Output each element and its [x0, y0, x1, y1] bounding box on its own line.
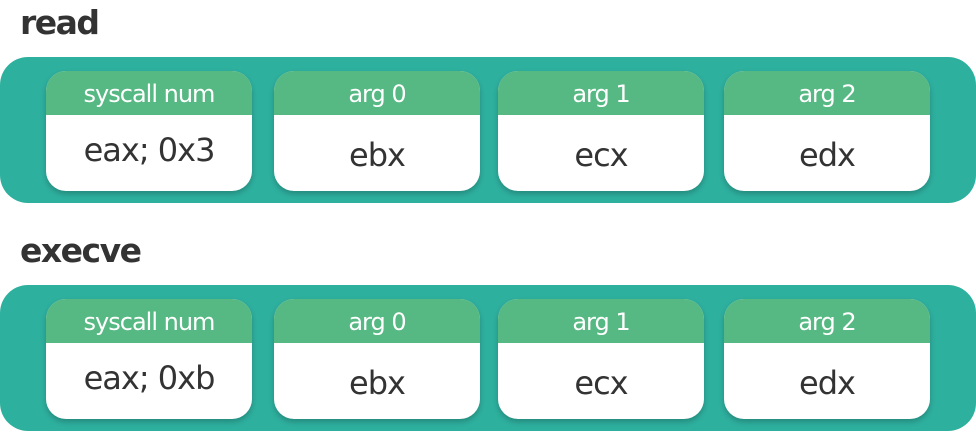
register-card-header: arg 0: [274, 71, 480, 115]
register-card-value: ebx: [349, 364, 406, 402]
register-card-header: syscall num: [46, 71, 252, 115]
register-card-value: eax; 0x3: [83, 131, 216, 169]
register-card-arg1: arg 1 ecx: [498, 71, 704, 191]
register-band-read: syscall num eax; 0x3 arg 0 ebx arg 1 ecx…: [0, 57, 976, 203]
register-card-header: arg 2: [724, 71, 930, 115]
register-card-arg0: arg 0 ebx: [274, 299, 480, 419]
register-card-header: arg 1: [498, 71, 704, 115]
register-card-header: arg 1: [498, 299, 704, 343]
register-card-value: ecx: [574, 364, 628, 402]
register-card-value: edx: [799, 136, 856, 174]
register-card-syscall-num: syscall num eax; 0x3: [46, 71, 252, 191]
register-card-value: edx: [799, 364, 856, 402]
register-card-arg0: arg 0 ebx: [274, 71, 480, 191]
register-band-execve: syscall num eax; 0xb arg 0 ebx arg 1 ecx…: [0, 285, 976, 431]
register-card-value: eax; 0xb: [83, 359, 216, 397]
section-title-execve: execve: [20, 231, 142, 270]
register-card-header: arg 0: [274, 299, 480, 343]
register-card-value: ebx: [349, 136, 406, 174]
register-card-header: syscall num: [46, 299, 252, 343]
register-card-arg2: arg 2 edx: [724, 299, 930, 419]
register-card-arg1: arg 1 ecx: [498, 299, 704, 419]
register-card-header: arg 2: [724, 299, 930, 343]
register-card-syscall-num: syscall num eax; 0xb: [46, 299, 252, 419]
register-card-arg2: arg 2 edx: [724, 71, 930, 191]
register-card-value: ecx: [574, 136, 628, 174]
section-title-read: read: [20, 3, 100, 42]
